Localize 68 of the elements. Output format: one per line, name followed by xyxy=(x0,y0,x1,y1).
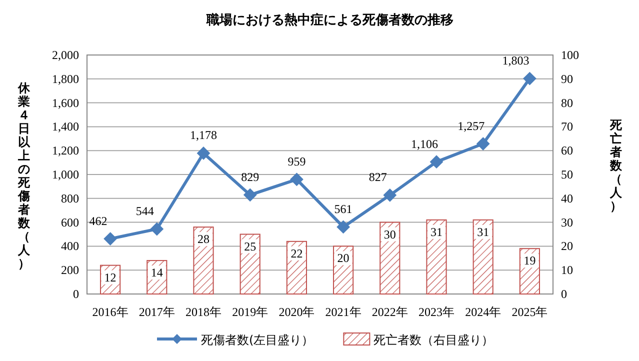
y2-tick-label: 30 xyxy=(561,215,573,230)
text: 休業４日以上の死傷者数（人） xyxy=(18,80,30,270)
data-label: 22 xyxy=(290,246,303,260)
y-tick-label: 0 xyxy=(73,287,79,301)
x-tick-label: 2024年 xyxy=(465,305,502,319)
y-tick-label: 1,000 xyxy=(52,168,79,182)
data-label: 544 xyxy=(136,204,154,218)
point xyxy=(150,222,164,236)
legend-label: 死傷者数(左目盛り） xyxy=(201,333,314,347)
point xyxy=(523,72,536,86)
y-tick-label: 1,400 xyxy=(52,120,79,134)
data-label: 12 xyxy=(104,270,116,284)
y2-tick-label: 0 xyxy=(561,287,567,301)
y-tick-label: 800 xyxy=(61,191,79,206)
point xyxy=(383,188,396,202)
point xyxy=(430,155,443,168)
x-tick-label: 2025年 xyxy=(512,305,548,319)
data-label: 19 xyxy=(524,254,536,268)
x-tick-label: 2021年 xyxy=(325,305,362,319)
y-tick-label: 200 xyxy=(61,263,79,278)
chart-title: 職場における熱中症による死傷者数の推移 xyxy=(206,12,454,28)
point xyxy=(336,220,350,234)
x-tick-label: 2019年 xyxy=(232,305,268,319)
x-tick-label: 2016年 xyxy=(92,305,128,319)
y2-tick-label: 10 xyxy=(561,263,573,278)
data-label: 20 xyxy=(337,251,350,266)
data-label: 959 xyxy=(288,154,306,168)
y-tick-label: 1,800 xyxy=(52,72,79,86)
y-tick-label: 600 xyxy=(61,215,79,230)
y2-tick-label: 90 xyxy=(561,72,573,86)
bar xyxy=(426,219,447,294)
y2-tick-label: 40 xyxy=(561,191,573,206)
y-tick-label: 2,000 xyxy=(52,48,79,62)
data-label: 31 xyxy=(430,224,442,239)
x-tick-label: 2018年 xyxy=(186,305,222,319)
data-label: 829 xyxy=(241,170,260,184)
y-tick-label: 1,200 xyxy=(52,144,79,158)
y2-tick-label: 60 xyxy=(561,144,573,158)
point xyxy=(476,137,490,150)
data-label: 1,178 xyxy=(190,128,217,142)
data-label: 28 xyxy=(198,232,210,246)
x-tick-label: 2023年 xyxy=(418,305,454,319)
x-tick-label: 2022年 xyxy=(372,305,408,319)
x-tick-label: 2020年 xyxy=(278,305,315,319)
y-tick-label: 1,600 xyxy=(52,96,79,110)
data-label: 827 xyxy=(368,170,387,184)
data-label: 1,803 xyxy=(502,54,530,68)
data-label: 31 xyxy=(477,224,490,239)
legend-label: 死亡者数（右目盛り） xyxy=(374,333,494,347)
point xyxy=(197,146,210,160)
y2-tick-label: 100 xyxy=(561,48,579,62)
x-tick-label: 2017年 xyxy=(138,305,175,319)
data-label: 462 xyxy=(89,214,108,228)
data-label: 30 xyxy=(384,227,396,242)
y2-tick-label: 70 xyxy=(561,120,573,134)
data-label: 1,106 xyxy=(411,136,438,151)
point xyxy=(244,188,257,202)
data-label: 14 xyxy=(150,266,163,280)
data-label: 25 xyxy=(244,239,256,254)
y2-tick-label: 50 xyxy=(561,168,573,182)
data-label: 1,257 xyxy=(458,118,485,133)
point xyxy=(290,172,304,186)
y2-tick-label: 80 xyxy=(561,96,573,110)
point xyxy=(104,232,117,246)
y2-axis-title: 死亡者数（人） xyxy=(609,118,623,213)
data-label: 561 xyxy=(334,202,352,216)
y2-tick-label: 20 xyxy=(561,239,573,254)
y-tick-label: 400 xyxy=(61,239,79,254)
